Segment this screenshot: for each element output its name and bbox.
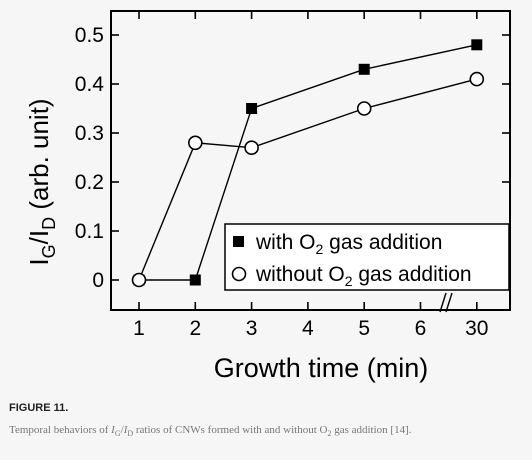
plot-frame — [110, 10, 511, 311]
data-point-square — [471, 39, 483, 51]
x-tick-label: 5 — [358, 317, 370, 340]
x-tick-label: 30 — [465, 317, 488, 340]
chart: 0 0.1 0.2 0.3 0.4 0.5 1 2 3 4 5 6 30 Growth time (mi… — [24, 10, 511, 383]
x-tick-label: 1 — [133, 317, 145, 340]
x-tick-label: 4 — [302, 317, 314, 340]
legend-marker-open-circle — [231, 266, 247, 282]
y-tick-label: 0 — [92, 269, 104, 292]
data-point-circle — [244, 140, 259, 155]
legend: with O2 gas addition without O2 gas addi… — [224, 223, 510, 291]
y-tick-label: 0.1 — [75, 220, 104, 243]
data-point-circle — [131, 272, 147, 288]
figure-caption: Temporal behaviors of IG/ID ratios of CN… — [9, 424, 412, 439]
x-tick-label: 6 — [415, 317, 427, 340]
y-tick-label: 0.4 — [75, 73, 105, 96]
x-axis-label: Growth time (min) — [214, 353, 429, 383]
legend-label-with-o2: with O2 gas addition — [255, 231, 442, 257]
figure-label: FIGURE 11. — [9, 402, 69, 414]
x-tick-label: 3 — [246, 317, 258, 340]
data-point-circle — [188, 135, 203, 151]
y-tick-label: 0.3 — [75, 122, 104, 145]
data-point-square — [189, 274, 201, 286]
legend-marker-filled-square — [233, 236, 244, 247]
data-point-square — [246, 103, 258, 114]
x-tick-label: 2 — [189, 317, 201, 340]
data-point-circle — [469, 71, 485, 87]
y-tick-label: 0.2 — [75, 171, 104, 194]
y-tick-label: 0.5 — [75, 24, 104, 47]
axis-break — [439, 292, 453, 313]
legend-box — [224, 223, 510, 291]
legend-label-without-o2: without O2 gas addition — [255, 263, 472, 289]
y-axis-label: IG/ID (arb. unit) — [24, 98, 59, 265]
data-point-square — [358, 63, 370, 75]
data-point-circle — [356, 101, 372, 116]
